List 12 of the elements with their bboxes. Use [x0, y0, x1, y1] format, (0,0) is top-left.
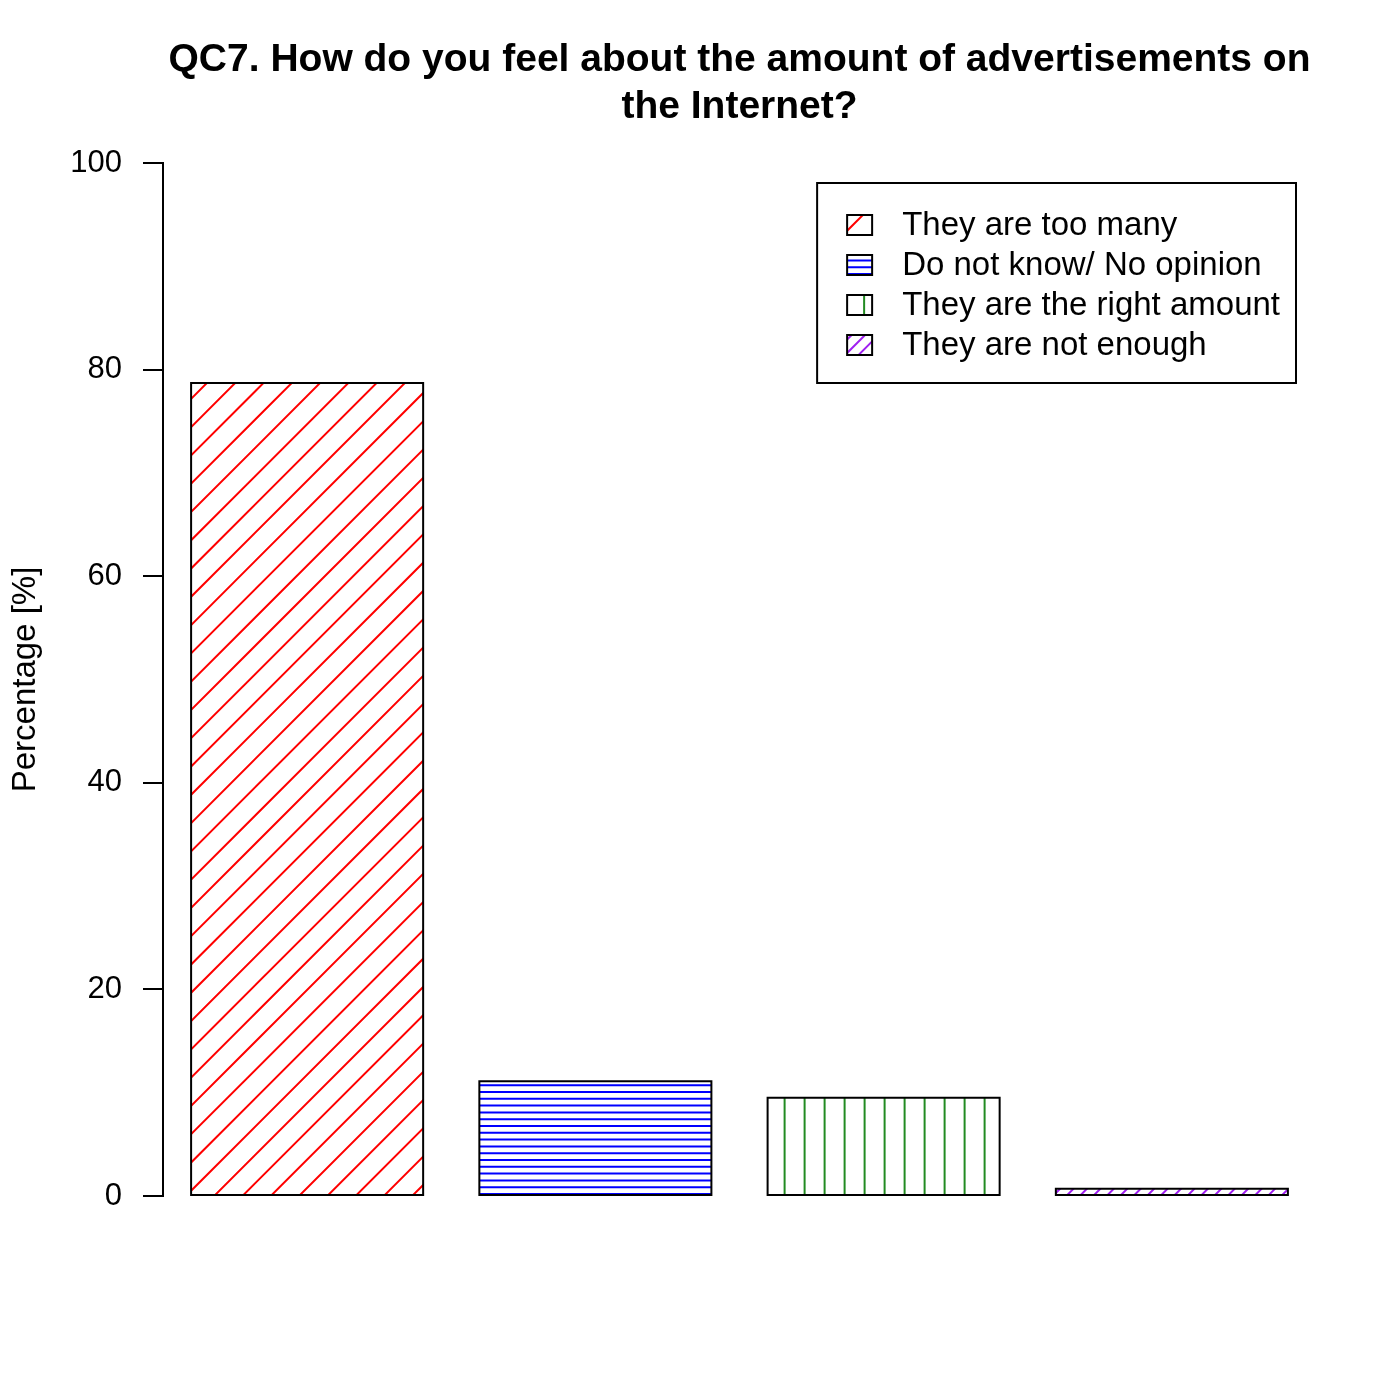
y-tick-label: 40 [87, 763, 122, 799]
y-tick-label: 0 [104, 1176, 122, 1212]
chart-title: QC7. How do you feel about the amount of advertisements on the Internet? [168, 35, 1311, 126]
y-tick-label: 60 [87, 556, 122, 592]
y-tick-label: 100 [70, 143, 122, 179]
legend-label: They are the right amount [902, 285, 1280, 323]
legend-label: Do not know/ No opinion [902, 245, 1262, 283]
y-axis-title: Percentage [%] [4, 566, 42, 793]
legend-label: They are not enough [902, 325, 1207, 363]
y-tick-label: 20 [87, 969, 122, 1005]
legend-label: They are too many [902, 205, 1178, 243]
y-tick-label: 80 [87, 350, 122, 386]
